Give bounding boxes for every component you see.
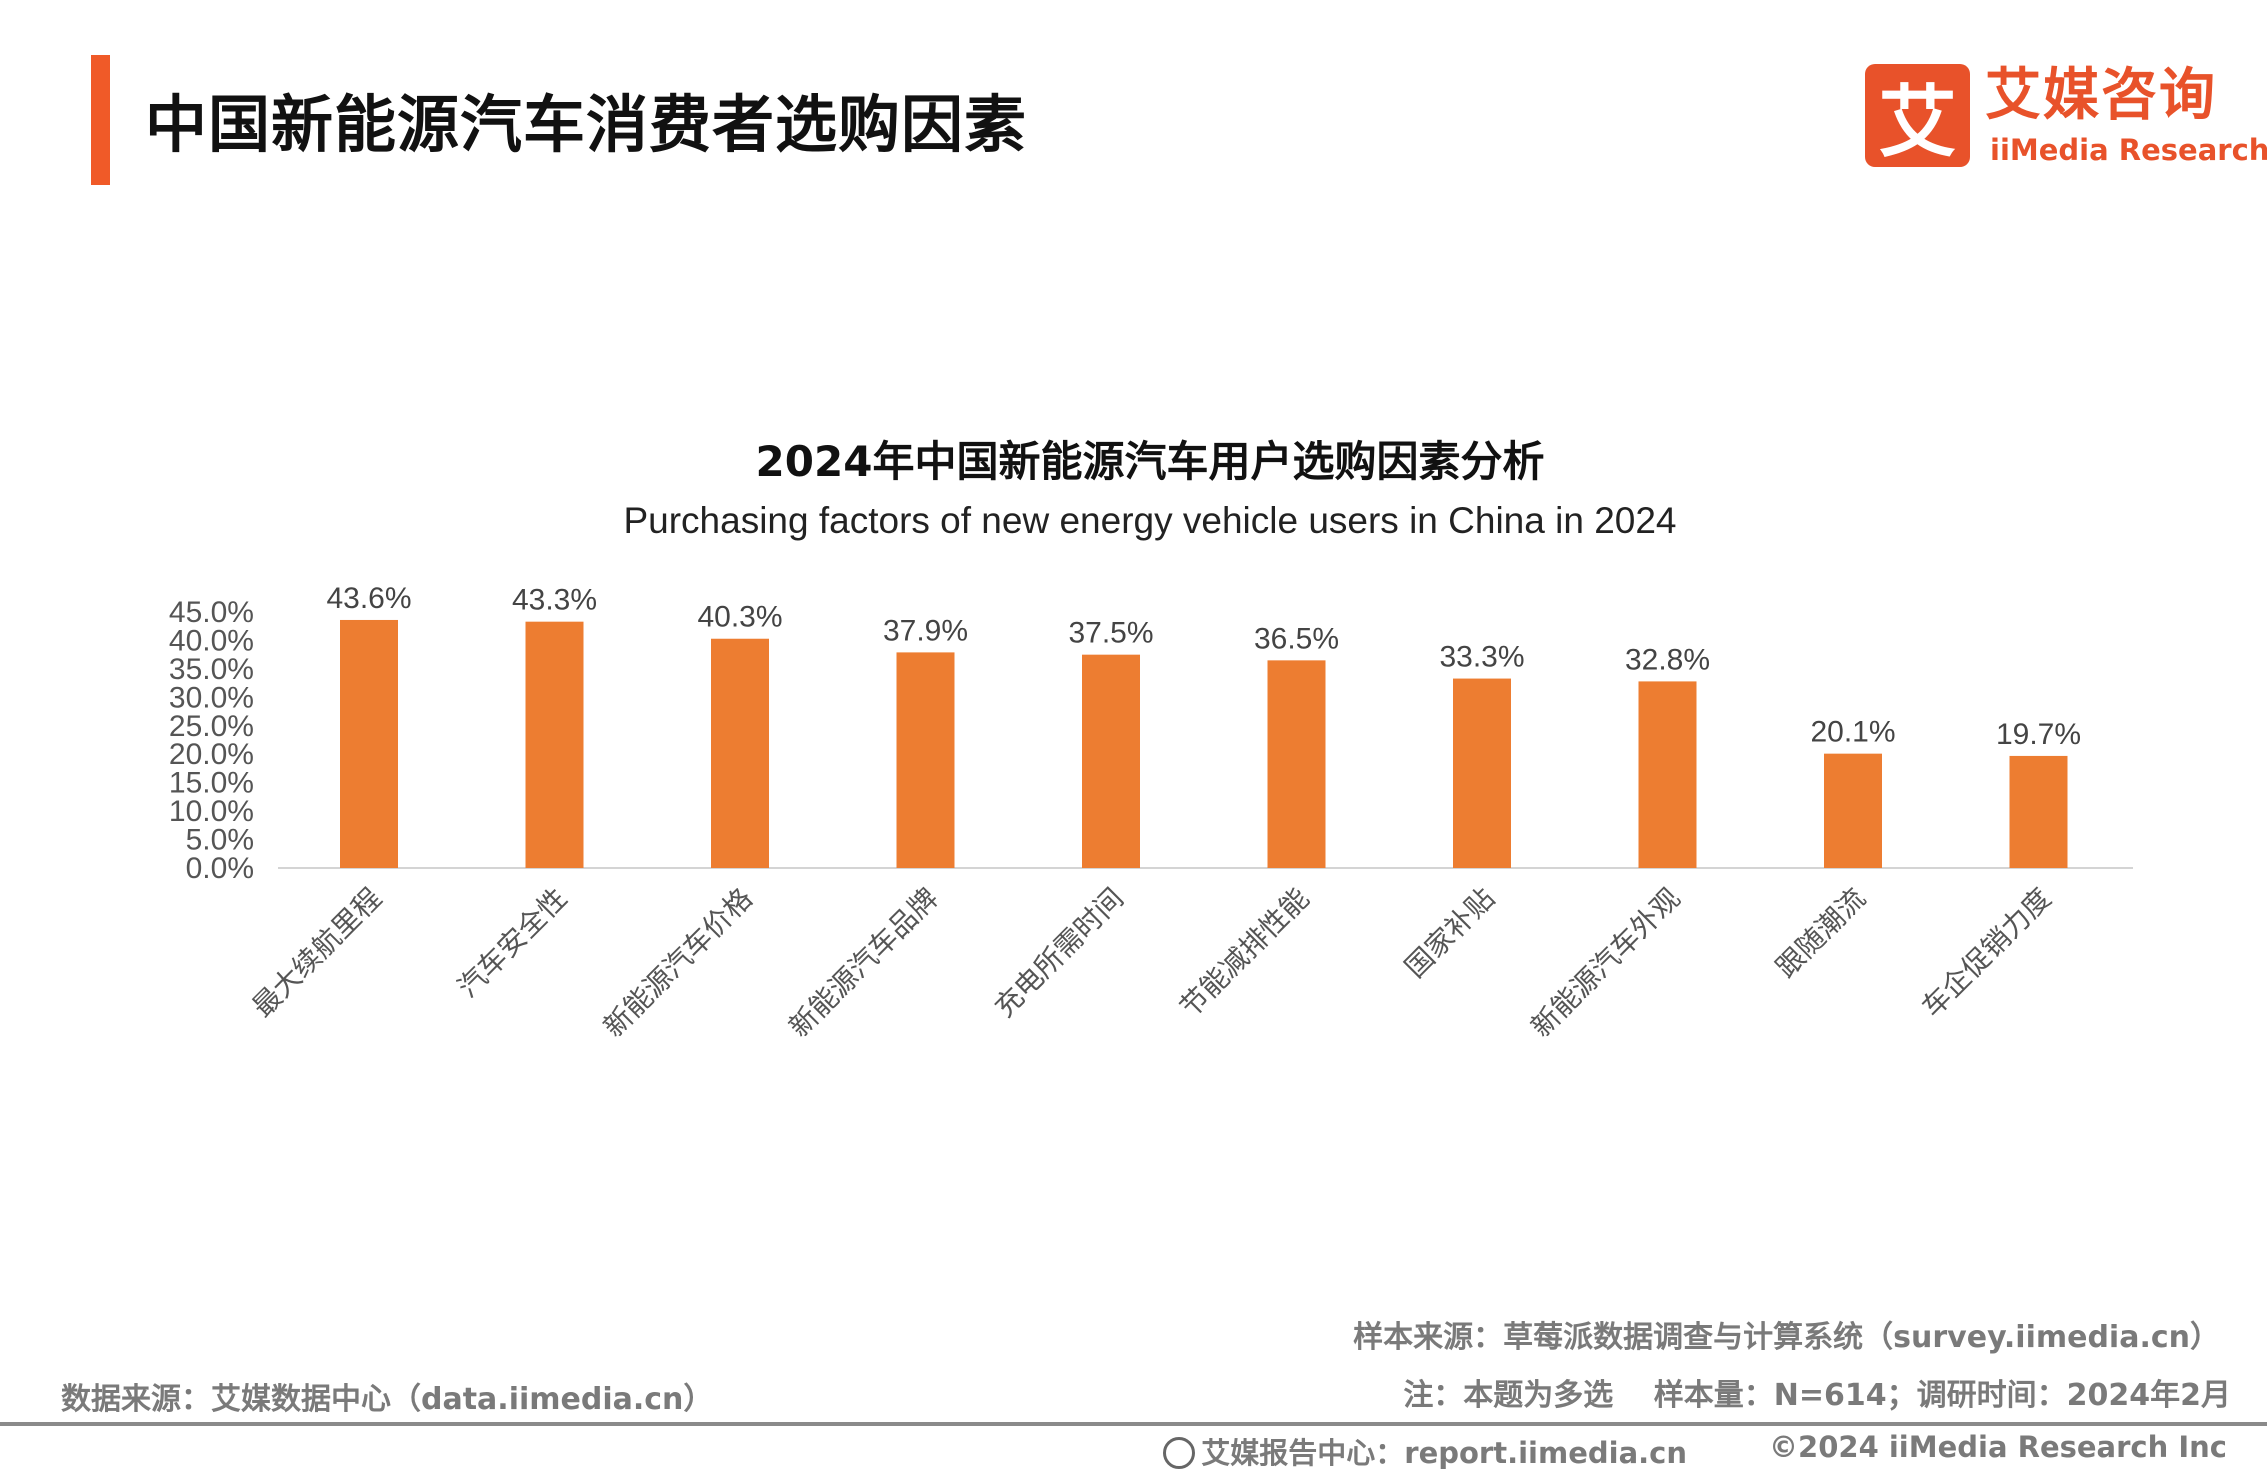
copyright: ©2024 iiMedia Research Inc	[1769, 1430, 2227, 1464]
chart-subtitle: Purchasing factors of new energy vehicle…	[623, 500, 1677, 541]
category-label: 车企促销力度	[1915, 882, 2057, 1024]
value-label: 36.5%	[1254, 622, 1339, 655]
category-label: 充电所需时间	[988, 882, 1130, 1024]
category-label: 新能源汽车品牌	[783, 882, 945, 1044]
y-tick-label: 10.0%	[169, 795, 254, 828]
y-tick-label: 20.0%	[169, 738, 254, 771]
logo-name-en: iiMedia Research	[1990, 133, 2267, 167]
value-label: 37.5%	[1068, 617, 1153, 650]
category-label: 节能减排性能	[1173, 882, 1315, 1024]
bar	[340, 619, 398, 868]
bar	[896, 652, 955, 868]
bar	[1824, 753, 1882, 868]
category-label: 新能源汽车外观	[1525, 882, 1687, 1044]
bar	[1453, 678, 1511, 868]
value-label: 20.1%	[1810, 716, 1895, 749]
bar	[1267, 660, 1326, 868]
data-source: 数据来源：艾媒数据中心（data.iimedia.cn）	[61, 1382, 714, 1417]
logo-mark: 艾	[1865, 64, 1970, 168]
chart-title: 2024年中国新能源汽车用户选购因素分析	[755, 437, 1545, 486]
category-label: 汽车安全性	[451, 882, 573, 1004]
y-tick-label: 35.0%	[169, 653, 254, 686]
value-label: 19.7%	[1996, 718, 2081, 751]
bar	[1082, 654, 1140, 868]
survey-note: 注：本题为多选 样本量：N=614；调研时间：2024年2月	[1403, 1378, 2231, 1413]
bar	[525, 621, 584, 868]
report-center-text: 艾媒报告中心：report.iimedia.cn	[1201, 1436, 1687, 1470]
bar	[2009, 755, 2068, 868]
y-tick-label: 30.0%	[169, 681, 254, 714]
logo-name-cn: 艾媒咨询	[1985, 63, 2217, 128]
bar	[711, 638, 769, 868]
category-label: 新能源汽车价格	[597, 882, 759, 1044]
category-label: 最大续航里程	[246, 882, 388, 1024]
bar	[1638, 681, 1697, 868]
title-accent-bar	[91, 55, 110, 185]
y-tick-label: 25.0%	[169, 710, 254, 743]
footer-divider	[0, 1422, 2267, 1426]
sample-source: 样本来源：草莓派数据调查与计算系统（survey.iimedia.cn）	[1353, 1320, 2220, 1355]
y-tick-label: 45.0%	[169, 596, 254, 629]
y-tick-label: 40.0%	[169, 624, 254, 657]
value-label: 37.9%	[883, 614, 968, 647]
value-label: 33.3%	[1439, 641, 1524, 674]
page-title: 中国新能源汽车消费者选购因素	[145, 88, 1028, 161]
globe-icon	[1163, 1437, 1196, 1469]
value-label: 32.8%	[1625, 643, 1710, 676]
y-tick-label: 15.0%	[169, 767, 254, 800]
y-tick-label: 5.0%	[186, 824, 254, 857]
value-label: 40.3%	[697, 601, 782, 634]
report-center: 艾媒报告中心：report.iimedia.cn	[1163, 1430, 1687, 1472]
value-label: 43.6%	[326, 582, 411, 615]
value-label: 43.3%	[512, 584, 597, 617]
category-label: 跟随潮流	[1769, 882, 1872, 985]
y-tick-label: 0.0%	[186, 852, 254, 885]
category-label: 国家补贴	[1398, 882, 1501, 985]
